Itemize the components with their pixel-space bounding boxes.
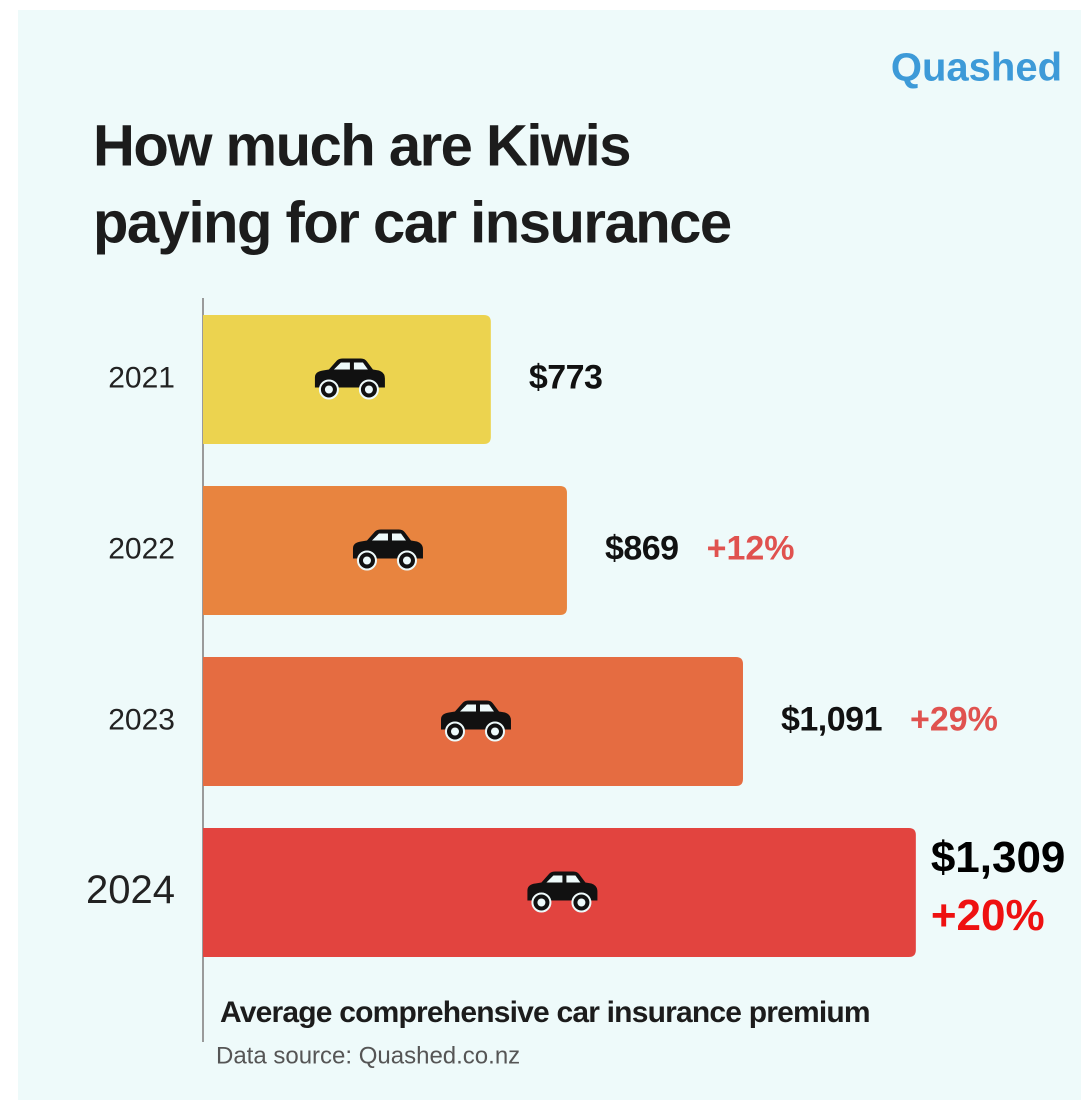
car-icon (352, 529, 423, 571)
y-tick-label: 2021 (108, 361, 175, 394)
source: Data source: Quashed.co.nz (216, 1042, 520, 1069)
car-icon (527, 871, 598, 913)
car-icon (440, 700, 511, 742)
car-window (371, 533, 406, 541)
change-label: +29% (910, 700, 998, 738)
change-label: +12% (707, 529, 795, 567)
car-hub (362, 556, 371, 565)
y-tick-label: 2024 (86, 868, 175, 912)
value-label: $1,091 (781, 700, 882, 738)
car-hub (577, 898, 586, 907)
change-label: +20% (931, 891, 1045, 940)
chart-title: paying for car insurance (93, 190, 731, 255)
car-window (546, 875, 581, 883)
car-icon (314, 358, 385, 400)
value-label: $773 (529, 358, 603, 396)
car-hub (490, 727, 499, 736)
car-hub (537, 898, 546, 907)
car-hub (402, 556, 411, 565)
caption: Average comprehensive car insurance prem… (220, 996, 870, 1029)
chart-title: How much are Kiwis (93, 113, 630, 178)
car-window (333, 362, 368, 370)
y-tick-label: 2022 (108, 532, 175, 565)
car-hub (364, 385, 373, 394)
car-window (459, 704, 494, 712)
value-label: $869 (605, 529, 679, 567)
brand-logo: Quashed (891, 46, 1062, 90)
car-hub (450, 727, 459, 736)
car-hub (324, 385, 333, 394)
value-label: $1,309 (931, 833, 1066, 882)
y-tick-label: 2023 (108, 703, 175, 736)
